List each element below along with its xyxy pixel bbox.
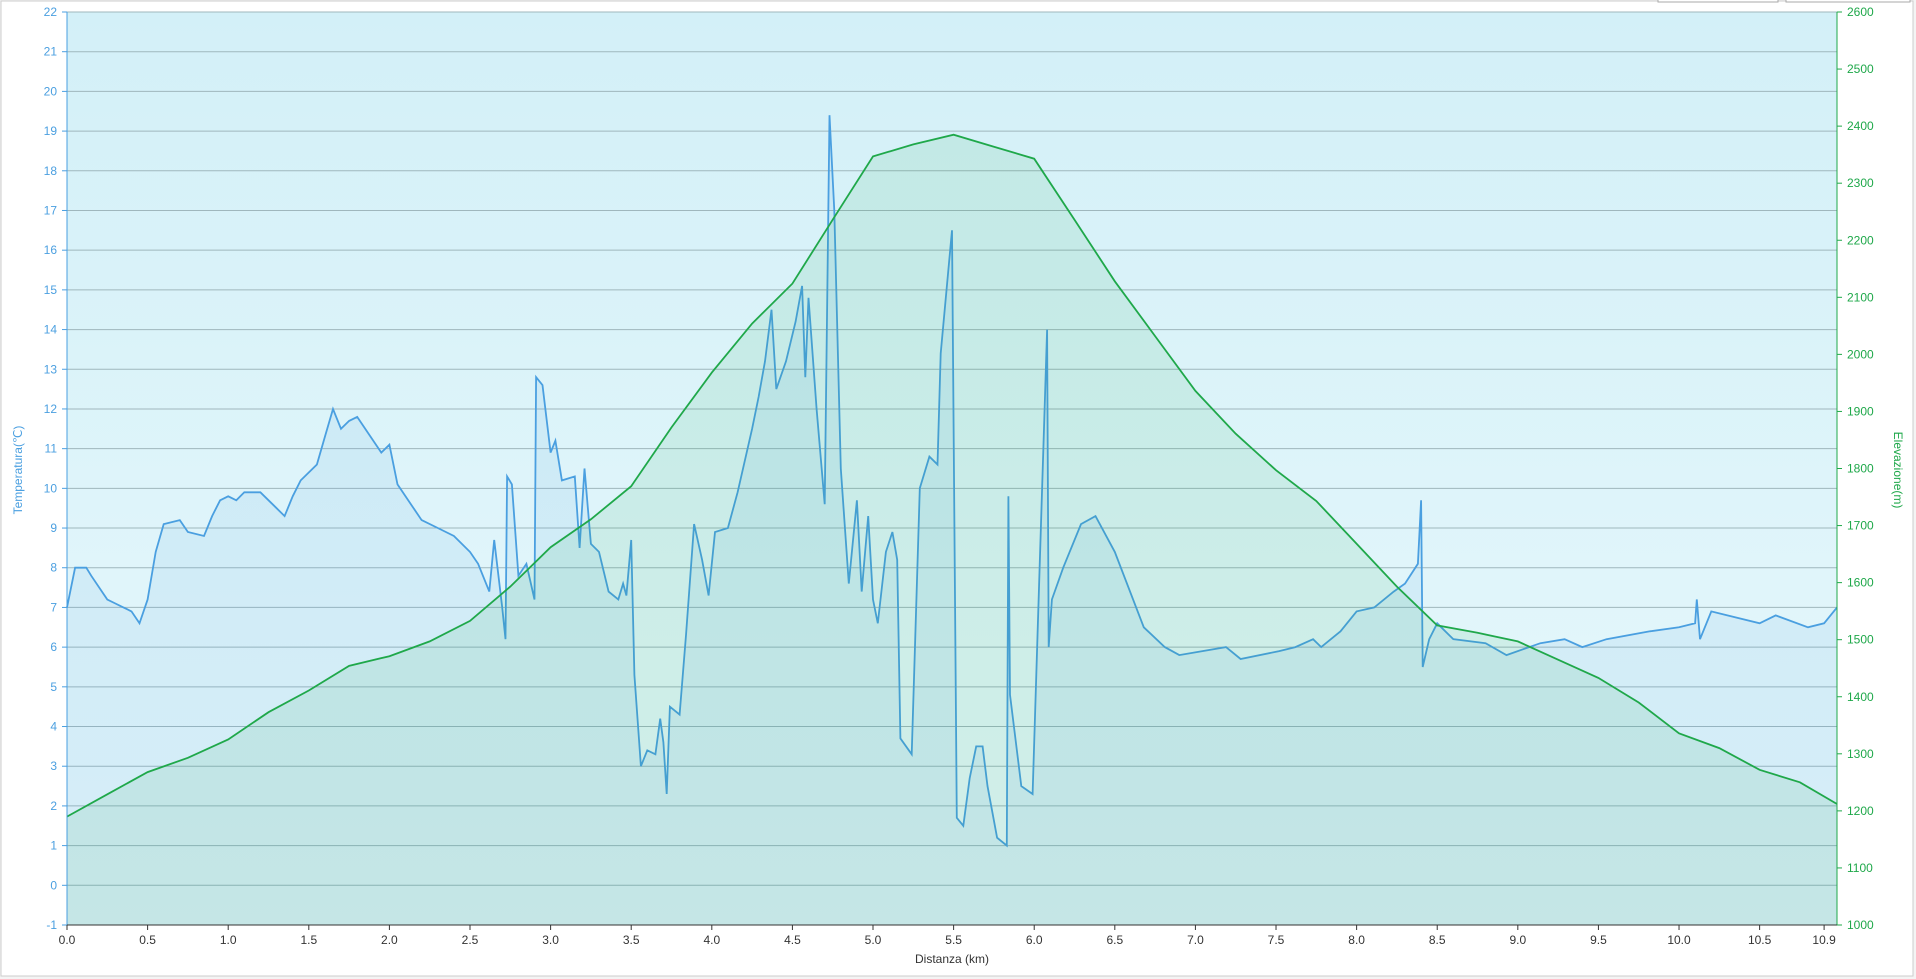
toolbar-button[interactable] [1785, 0, 1911, 3]
x-tick-label: 1.5 [300, 933, 317, 947]
x-tick-label: 8.0 [1348, 933, 1365, 947]
x-tick-label: 9.5 [1590, 933, 1607, 947]
y2-tick-label: 1800 [1847, 462, 1874, 476]
y-tick-label: 8 [50, 561, 57, 575]
y-tick-label: 20 [44, 84, 58, 98]
x-tick-label: 5.5 [945, 933, 962, 947]
y-tick-label: 2 [50, 799, 57, 813]
y2-tick-label: 1500 [1847, 633, 1874, 647]
y-tick-label: 14 [44, 323, 58, 337]
x-tick-label: 4.0 [703, 933, 720, 947]
y2-tick-label: 2100 [1847, 290, 1874, 304]
x-tick-label: 2.0 [381, 933, 398, 947]
y2-tick-label: 2200 [1847, 233, 1874, 247]
x-tick-label: 2.5 [462, 933, 479, 947]
y2-tick-label: 2000 [1847, 347, 1874, 361]
y2-tick-label: 1100 [1847, 861, 1873, 875]
y-tick-label: 1 [50, 839, 57, 853]
y-tick-label: 22 [44, 5, 58, 19]
y-tick-label: 6 [50, 640, 57, 654]
plot-area [67, 12, 1837, 925]
x-tick-label: 7.0 [1187, 933, 1204, 947]
y2-tick-label: 1700 [1847, 519, 1874, 533]
y2-tick-label: 1600 [1847, 576, 1874, 590]
series-area [67, 134, 1837, 925]
y-tick-label: 0 [50, 878, 57, 892]
x-tick-label: 1.0 [220, 933, 237, 947]
y-tick-label: 5 [50, 680, 57, 694]
toolbar-button[interactable] [1657, 0, 1779, 3]
x-tick-label: 8.5 [1429, 933, 1446, 947]
y2-axis-label: Elevazione(m) [1891, 432, 1905, 509]
y-tick-label: 3 [50, 759, 57, 773]
x-tick-label: 4.5 [784, 933, 801, 947]
y-tick-label: 17 [44, 203, 58, 217]
y-tick-label: 16 [44, 243, 58, 257]
y2-tick-label: 2300 [1847, 176, 1874, 190]
x-tick-label: 3.5 [623, 933, 640, 947]
x-tick-label: 3.0 [542, 933, 559, 947]
y-tick-label: 9 [50, 521, 57, 535]
y2-tick-label: 1300 [1847, 747, 1874, 761]
y2-tick-label: 1400 [1847, 690, 1874, 704]
axes: -101234567891011121314151617181920212210… [44, 5, 1874, 947]
series-line [66, 133, 1838, 818]
x-axis-label: Distanza (km) [915, 952, 989, 966]
y-tick-label: -1 [46, 918, 57, 932]
x-tick-label: 6.5 [1106, 933, 1123, 947]
y-tick-label: 4 [50, 720, 57, 734]
y-tick-label: 11 [45, 442, 58, 456]
x-tick-label: 6.0 [1026, 933, 1043, 947]
x-tick-label: 10.0 [1667, 933, 1691, 947]
y2-tick-label: 1000 [1847, 918, 1874, 932]
marks [66, 115, 1838, 925]
x-tick-label: 5.0 [865, 933, 882, 947]
y-tick-label: 12 [44, 402, 58, 416]
y-axis-label: Temperatura(℃) [11, 426, 25, 515]
y2-tick-label: 1900 [1847, 404, 1874, 418]
x-tick-label: 10.9 [1812, 933, 1836, 947]
x-tick-label: 10.5 [1748, 933, 1772, 947]
x-tick-label: 0.0 [59, 933, 76, 947]
y2-tick-label: 2600 [1847, 5, 1874, 19]
x-tick-label: 0.5 [139, 933, 156, 947]
y-tick-label: 19 [44, 124, 58, 138]
y-tick-label: 21 [44, 45, 58, 59]
x-tick-label: 7.5 [1268, 933, 1285, 947]
series-area [67, 115, 1837, 925]
y-tick-label: 18 [44, 164, 58, 178]
y2-tick-label: 2500 [1847, 62, 1874, 76]
y2-tick-label: 2400 [1847, 119, 1874, 133]
y-tick-label: 7 [50, 600, 57, 614]
y-tick-label: 10 [44, 481, 58, 495]
y-tick-label: 13 [44, 362, 58, 376]
x-tick-label: 9.0 [1509, 933, 1526, 947]
y2-tick-label: 1200 [1847, 804, 1874, 818]
series-line [66, 115, 1838, 848]
y-tick-label: 15 [44, 283, 58, 297]
